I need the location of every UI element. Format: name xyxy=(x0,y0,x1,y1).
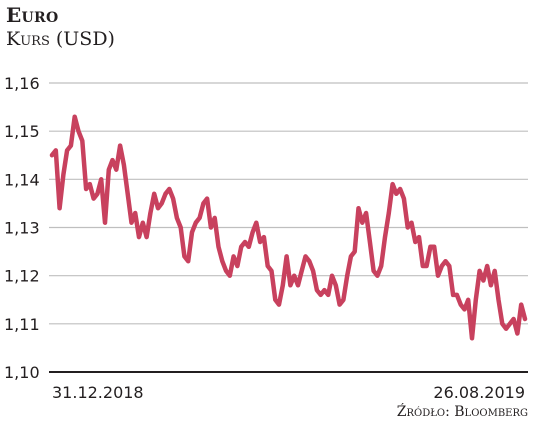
y-tick-label: 1,10 xyxy=(4,363,40,382)
chart-subtitle: Kurs (USD) xyxy=(6,28,115,50)
series-line-0 xyxy=(49,114,528,341)
y-tick-label: 1,15 xyxy=(4,122,40,141)
source-note: Źródło: Bloomberg xyxy=(396,404,528,420)
y-tick-label: 1,12 xyxy=(4,267,40,286)
y-tick-label: 1,13 xyxy=(4,219,40,238)
x-start-date-label: 31.12.2018 xyxy=(52,383,144,402)
y-tick-label: 1,11 xyxy=(4,315,40,334)
y-tick-label: 1,14 xyxy=(4,170,40,189)
y-tick-label: 1,16 xyxy=(4,74,40,93)
x-end-date-label: 26.08.2019 xyxy=(433,383,525,402)
chart-title: Euro xyxy=(6,3,59,27)
